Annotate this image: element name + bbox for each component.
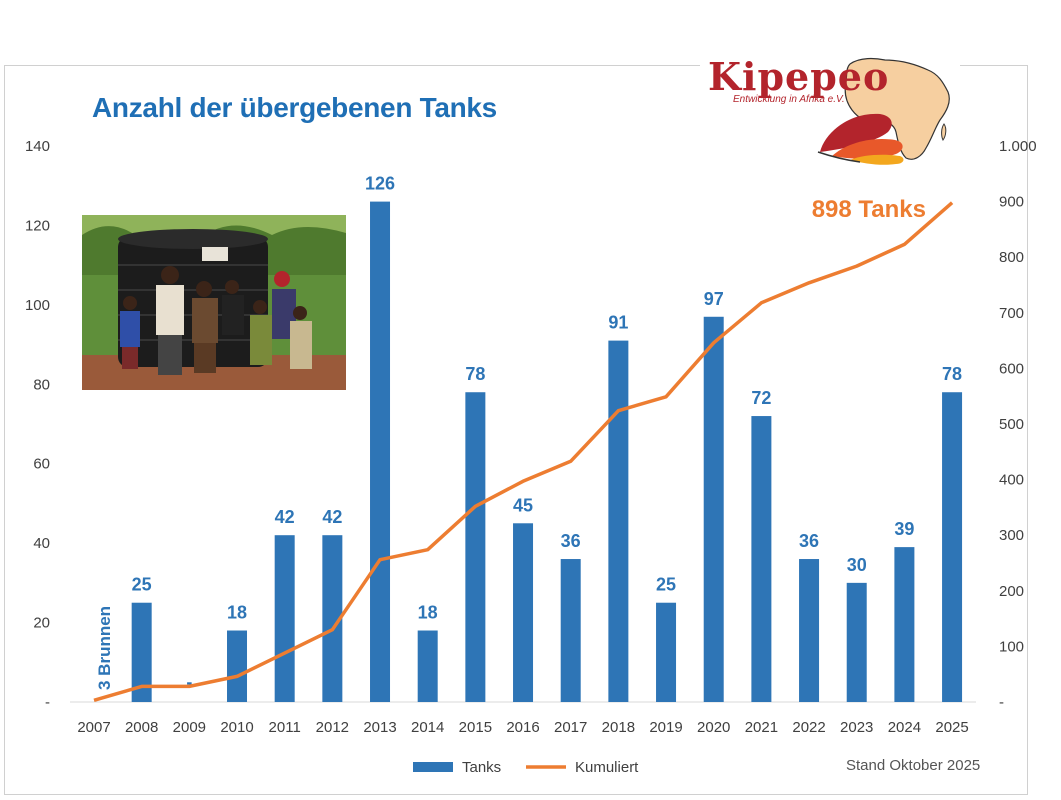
bar-tanks xyxy=(465,392,486,702)
right-axis-tick-label: 500 xyxy=(999,416,1024,433)
x-axis-tick-label: 2022 xyxy=(792,719,825,736)
bar-tanks xyxy=(799,559,820,702)
bar-data-label: 97 xyxy=(704,289,724,309)
bar-data-label: 36 xyxy=(561,531,581,551)
x-axis-tick-label: 2019 xyxy=(649,719,682,736)
logo-name: Kipepeo xyxy=(708,54,890,99)
bar-tanks xyxy=(656,602,677,702)
x-axis-tick-label: 2018 xyxy=(602,719,635,736)
x-axis-tick-label: 2015 xyxy=(459,719,492,736)
x-axis-tick-label: 2017 xyxy=(554,719,587,736)
bar-data-label: 78 xyxy=(465,364,485,384)
annotation-3-brunnen: 3 Brunnen xyxy=(95,606,114,690)
bar-tanks xyxy=(608,340,629,702)
x-axis-tick-label: 2013 xyxy=(363,719,396,736)
left-axis-tick-label: 20 xyxy=(33,615,50,632)
right-axis-tick-label: 600 xyxy=(999,360,1024,377)
x-axis-tick-label: 2025 xyxy=(935,719,968,736)
photo-illustration xyxy=(82,215,346,390)
bar-tanks xyxy=(894,547,915,702)
bar-tanks xyxy=(560,559,581,702)
right-axis-tick-label: 700 xyxy=(999,305,1024,322)
x-axis-tick-label: 2020 xyxy=(697,719,730,736)
left-axis-tick-label: 40 xyxy=(33,535,50,552)
bar-data-label: 18 xyxy=(227,603,247,623)
right-axis-tick-label: 300 xyxy=(999,527,1024,544)
bar-tanks xyxy=(274,535,295,702)
bar-data-label: 39 xyxy=(894,519,914,539)
family-photo xyxy=(82,215,346,390)
bar-tanks xyxy=(322,535,343,702)
legend-swatch-tanks xyxy=(413,762,453,772)
bar-tanks xyxy=(370,201,391,702)
x-axis-tick-label: 2012 xyxy=(316,719,349,736)
bar-data-label: 91 xyxy=(608,313,628,333)
chart-title: Anzahl der übergebenen Tanks xyxy=(92,92,497,123)
bar-tanks xyxy=(417,630,438,702)
right-axis-tick-label: 900 xyxy=(999,194,1024,211)
bar-tanks xyxy=(703,316,724,702)
bar-data-label: 42 xyxy=(275,507,295,527)
series-line-kumuliert xyxy=(93,201,954,702)
logo-graphic xyxy=(817,57,950,165)
bar-data-label: 36 xyxy=(799,531,819,551)
x-axis-tick-label: 2007 xyxy=(77,719,110,736)
legend-label-tanks: Tanks xyxy=(462,759,501,776)
legend-label-kumuliert: Kumuliert xyxy=(575,759,639,776)
left-axis-tick-label: - xyxy=(45,694,50,711)
bar-data-label: 72 xyxy=(751,388,771,408)
right-axis-tick-label: 400 xyxy=(999,472,1024,489)
bar-data-label: 30 xyxy=(847,555,867,575)
bar-tanks xyxy=(846,582,867,702)
x-axis-tick-label: 2021 xyxy=(745,719,778,736)
bar-data-label: 78 xyxy=(942,364,962,384)
logo-tagline: Entwicklung in Afrika e.V. xyxy=(733,94,845,105)
x-axis-tick-label: 2014 xyxy=(411,719,444,736)
kipepeo-logo: Kipepeo Entwicklung in Afrika e.V. xyxy=(700,52,960,167)
footer-note: Stand Oktober 2025 xyxy=(846,757,981,774)
annotation-line-total: 898 Tanks xyxy=(812,196,926,223)
x-axis-tick-label: 2009 xyxy=(173,719,206,736)
x-axis-tick-label: 2008 xyxy=(125,719,158,736)
bar-tanks xyxy=(942,392,963,702)
left-axis-tick-label: 140 xyxy=(25,138,50,155)
bar-data-label: 42 xyxy=(322,507,342,527)
bar-tanks xyxy=(751,416,772,702)
bar-data-label: 45 xyxy=(513,495,533,515)
x-axis-tick-label: 2010 xyxy=(220,719,253,736)
legend: Tanks Kumuliert xyxy=(413,759,639,776)
bar-data-label: 18 xyxy=(418,603,438,623)
left-axis-tick-label: 80 xyxy=(33,376,50,393)
right-axis-tick-label: 100 xyxy=(999,638,1024,655)
left-axis-tick-label: 60 xyxy=(33,456,50,473)
x-axis-tick-label: 2016 xyxy=(506,719,539,736)
left-axis-tick-label: 100 xyxy=(25,297,50,314)
right-axis-tick-label: - xyxy=(999,694,1004,711)
bar-data-label: 126 xyxy=(365,174,395,194)
x-axis-tick-label: 2023 xyxy=(840,719,873,736)
left-axis-tick-label: 120 xyxy=(25,217,50,234)
chart-frame xyxy=(4,65,1028,795)
bar-data-label: 25 xyxy=(656,575,676,595)
bar-data-label: - xyxy=(186,672,192,692)
right-axis-tick-label: 800 xyxy=(999,249,1024,266)
bar-tanks xyxy=(131,602,152,702)
bar-tanks xyxy=(513,523,534,702)
bar-data-label: 25 xyxy=(132,575,152,595)
x-axis-tick-label: 2024 xyxy=(888,719,921,736)
bar-tanks xyxy=(227,630,248,702)
right-axis-tick-label: 1.000 xyxy=(999,138,1037,155)
right-axis-tick-label: 200 xyxy=(999,583,1024,600)
x-axis-tick-label: 2011 xyxy=(269,719,301,736)
